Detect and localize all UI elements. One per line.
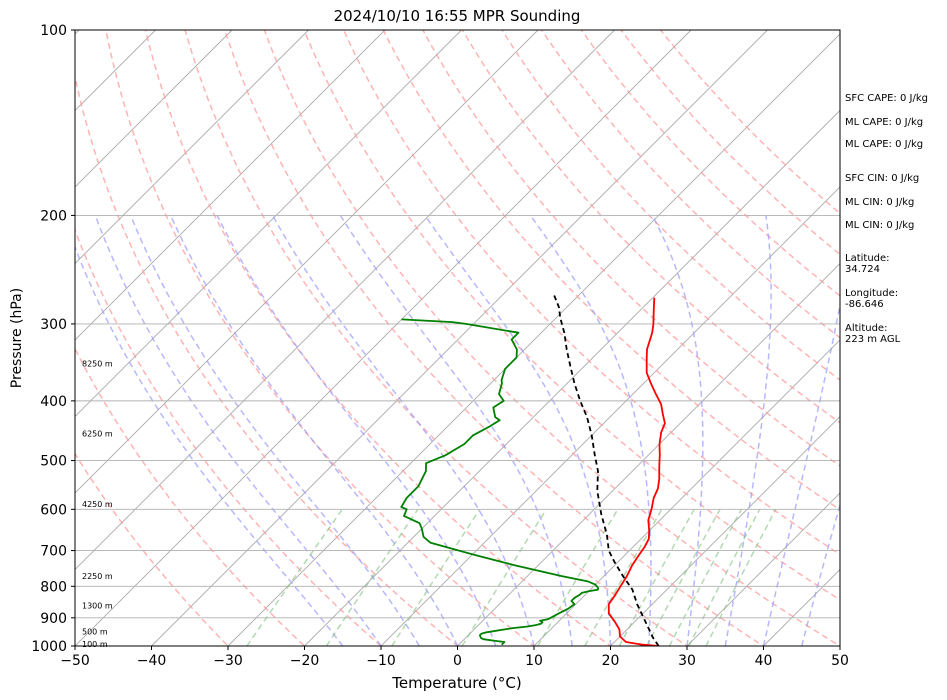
y-axis-ticks: 100 200 300 400 500 600 700 800 900 1000 — [31, 23, 75, 655]
x-tick-label: 0 — [453, 653, 462, 669]
x-tick-label: 30 — [678, 653, 696, 669]
isotherm-line — [380, 186, 840, 646]
x-tick-label: −50 — [60, 653, 90, 669]
altitude-label: Altitude: 223 m AGL — [845, 323, 901, 345]
dry-adiabat-line — [75, 73, 459, 646]
dry-adiabat-line — [75, 452, 230, 646]
x-tick-label: −10 — [366, 653, 396, 669]
sounding-series — [400, 293, 666, 646]
x-axis-ticks: −50 −40 −30 −20 −10 0 10 20 30 40 50 — [60, 646, 849, 669]
isotherm-line — [75, 30, 233, 188]
mixing-ratio-line — [461, 508, 547, 646]
dry-adiabat-line — [659, 30, 840, 215]
x-tick-label: −30 — [213, 653, 243, 669]
x-axis-label: Temperature (°C) — [391, 674, 521, 692]
isotherm-line — [686, 492, 840, 646]
height-label: 6250 m — [82, 430, 113, 439]
dry-adiabat-line — [223, 30, 765, 646]
x-tick-label: −40 — [137, 653, 167, 669]
ml-cape-label: ML CAPE: 0 J/kg — [845, 117, 924, 128]
y-tick-label: 700 — [40, 544, 67, 560]
height-label: 100 m — [82, 640, 108, 649]
horizontal-grid — [75, 214, 840, 619]
moist-adiabat-line — [216, 215, 497, 646]
chart-title: 2024/10/10 16:55 MPR Sounding — [334, 7, 581, 25]
isotherm-line — [533, 339, 840, 646]
dry-adiabat-line — [501, 30, 840, 381]
ml-cin-label: ML CIN: 0 J/kg — [845, 197, 915, 208]
isotherm-line — [75, 30, 309, 265]
isotherm-line — [227, 33, 840, 646]
mixing-ratio-line — [645, 508, 721, 646]
mixing-ratio-line — [246, 508, 343, 646]
longitude-label: Longitude: -86.646 — [845, 288, 899, 310]
latitude-label: Latitude: 34.724 — [845, 253, 890, 275]
dry-adiabat-line — [263, 30, 840, 646]
mixing-ratio-line — [584, 508, 663, 646]
moist-adiabat-line — [94, 215, 382, 646]
height-label: 8250 m — [82, 360, 113, 369]
isotherm-line — [610, 415, 840, 646]
moist-adiabat-line — [271, 215, 535, 646]
y-tick-label: 500 — [40, 454, 67, 470]
series-line-2 — [552, 293, 660, 646]
mixing-ratio-line — [537, 508, 619, 646]
isotherm-line — [75, 30, 539, 494]
y-tick-label: 200 — [40, 208, 67, 224]
series-line-1 — [400, 318, 599, 646]
height-label: 4250 m — [82, 500, 113, 509]
plot-frame — [74, 29, 841, 647]
x-tick-label: 50 — [831, 653, 849, 669]
height-label: 500 m — [82, 627, 108, 636]
mixing-ratio-line — [618, 508, 695, 646]
isotherm-line — [75, 30, 615, 571]
moist-adiabat-line — [129, 215, 420, 646]
series-line-0 — [607, 297, 666, 646]
mixing-ratio-line — [668, 508, 742, 646]
ml-cin-label-2: ML CIN: 0 J/kg — [845, 220, 915, 231]
isotherm-line — [457, 262, 840, 646]
moist-adiabat-line — [762, 301, 840, 646]
moist-adiabat-line — [651, 215, 704, 646]
dry-adiabat-line — [144, 30, 612, 646]
isotherm-line — [75, 30, 386, 341]
height-label: 2250 m — [82, 572, 113, 581]
mixing-ratio-line — [705, 508, 777, 646]
sfc-cin-label: SFC CIN: 0 J/kg — [845, 173, 920, 184]
ml-cape-label-2: ML CAPE: 0 J/kg — [845, 139, 924, 150]
y-tick-label: 400 — [40, 394, 67, 410]
y-axis-label: Pressure (hPa) — [9, 288, 25, 388]
moist-adiabat-line — [424, 214, 612, 646]
isotherm-line — [151, 30, 768, 646]
height-label: 1300 m — [82, 602, 113, 611]
y-tick-label: 100 — [40, 23, 67, 39]
dry-adiabat-line — [461, 30, 840, 424]
y-tick-label: 300 — [40, 317, 67, 333]
y-tick-label: 800 — [40, 579, 67, 595]
sfc-cape-label: SFC CAPE: 0 J/kg — [845, 93, 928, 104]
dry-adiabat-line — [75, 228, 383, 646]
mixing-ratio-line — [688, 508, 761, 646]
dry-adiabat-line — [184, 30, 689, 646]
isotherm-line — [0, 30, 3, 646]
x-tick-label: 10 — [525, 653, 543, 669]
x-tick-label: 40 — [755, 653, 773, 669]
dry-adiabat-line — [105, 30, 536, 646]
y-tick-label: 900 — [40, 611, 67, 627]
y-tick-label: 600 — [40, 502, 67, 518]
dry-adiabat-line — [75, 347, 306, 646]
isotherm-line — [75, 30, 692, 646]
y-tick-label: 1000 — [31, 639, 67, 655]
moist-adiabat-line — [724, 215, 772, 646]
background-lines — [0, 30, 840, 646]
moist-adiabat-line — [339, 214, 574, 646]
isotherm-line — [304, 109, 840, 646]
x-tick-label: 20 — [602, 653, 620, 669]
isotherm-line — [75, 30, 462, 418]
dry-adiabat-line — [540, 30, 840, 339]
height-labels: 8250 m 6250 m 4250 m 2250 m 1300 m 500 m 100 m — [82, 360, 113, 649]
x-tick-label: −20 — [290, 653, 320, 669]
